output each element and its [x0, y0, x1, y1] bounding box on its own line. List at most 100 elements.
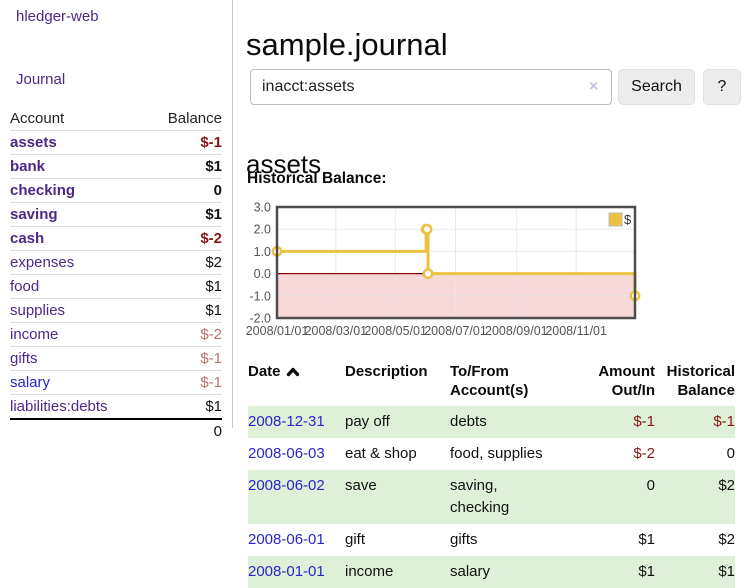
sort-ascending-icon	[286, 363, 300, 382]
transaction-accounts: food, supplies	[450, 445, 543, 462]
account-row: expenses $2	[10, 250, 222, 275]
account-balance: 0	[146, 178, 222, 203]
column-header-accounts: To/From Account(s)	[450, 360, 582, 406]
account-row: cash $-2	[10, 226, 222, 251]
account-link-checking[interactable]: checking	[10, 182, 76, 199]
account-link-assets[interactable]: assets	[10, 134, 57, 151]
transaction-balance: $-1	[713, 413, 735, 430]
account-link-saving[interactable]: saving	[10, 206, 58, 223]
app-brand-link[interactable]: hledger-web	[16, 8, 99, 25]
account-balance: $1	[146, 274, 222, 299]
transaction-accounts: debts	[450, 413, 487, 430]
transaction-accounts: gifts	[450, 531, 478, 548]
transaction-accounts: saving, checking	[450, 477, 510, 516]
account-balance: $1	[146, 394, 222, 419]
register-header-row: Date Description To/From Account(s) Amou…	[248, 360, 735, 406]
transaction-amount: $1	[638, 563, 655, 580]
account-link-supplies[interactable]: supplies	[10, 302, 66, 319]
transaction-description: eat & shop	[345, 445, 417, 462]
account-link-income[interactable]: income	[10, 326, 59, 343]
account-balance: $-1	[146, 370, 222, 395]
account-row: bank $1	[10, 154, 222, 179]
transaction-date-link[interactable]: 2008-01-01	[248, 563, 325, 580]
balance-header-line1: Historical	[666, 363, 735, 380]
amount-header-line1: Amount	[598, 363, 655, 380]
transaction-description: save	[345, 477, 377, 494]
accounts-header-line2: Account(s)	[450, 382, 529, 399]
accounts-header-row: Account Balance	[10, 107, 222, 131]
accounts-table: Account Balance assets $-1 bank $1 check…	[10, 107, 222, 443]
account-balance: $1	[146, 202, 222, 227]
svg-text:2008/09/01: 2008/09/01	[485, 324, 548, 338]
account-link-bank[interactable]: bank	[10, 158, 46, 175]
page-title: sample.journal	[246, 26, 448, 62]
transaction-date-link[interactable]: 2008-12-31	[248, 413, 325, 430]
account-balance: $1	[146, 298, 222, 323]
svg-text:2008/07/01: 2008/07/01	[424, 324, 487, 338]
column-header-amount: Amount Out/In	[582, 360, 655, 406]
register-row: 2008-06-01 gift gifts $1 $2	[248, 524, 735, 556]
column-header-date[interactable]: Date	[248, 360, 345, 406]
account-row: gifts $-1	[10, 346, 222, 371]
accounts-total-row: 0	[10, 418, 222, 443]
transaction-balance: $1	[718, 563, 735, 580]
register-row: 2008-06-02 save saving, checking 0 $2	[248, 470, 735, 524]
account-link-cash[interactable]: cash	[10, 230, 45, 247]
accounts-total-balance: 0	[146, 418, 222, 443]
account-balance: $2	[146, 250, 222, 275]
account-link-liabilities-debts[interactable]: liabilities:debts	[10, 398, 108, 415]
transaction-amount: $-2	[633, 445, 655, 462]
transaction-balance: 0	[726, 445, 735, 462]
chart-canvas: $3.0 2.0 1.0 0.0 -1.0 -2.02008/01/012008/03/0…	[246, 201, 641, 338]
clear-search-icon[interactable]: ×	[589, 78, 599, 95]
column-header-description: Description	[345, 363, 428, 380]
svg-text:-2.0: -2.0	[249, 312, 271, 326]
transaction-date-link[interactable]: 2008-06-02	[248, 477, 325, 494]
account-balance: $-2	[146, 322, 222, 347]
svg-text:2008/11/01: 2008/11/01	[545, 324, 607, 338]
account-link-expenses[interactable]: expenses	[10, 254, 75, 271]
svg-text:2008/03/01: 2008/03/01	[305, 324, 368, 338]
svg-text:-1.0: -1.0	[249, 289, 271, 303]
transaction-description: gift	[345, 531, 366, 548]
svg-text:2008/05/01: 2008/05/01	[364, 324, 427, 338]
account-row: income $-2	[10, 322, 222, 347]
register-row: 2008-06-03 eat & shop food, supplies $-2…	[248, 438, 735, 470]
transaction-accounts: salary	[450, 563, 491, 580]
date-header-label: Date	[248, 363, 281, 380]
svg-text:2008/01/01: 2008/01/01	[246, 324, 309, 338]
accounts-header-account: Account	[10, 110, 65, 127]
account-balance: $-1	[146, 346, 222, 371]
transaction-description: pay off	[345, 413, 390, 430]
column-header-balance: Historical Balance	[655, 360, 735, 406]
transaction-date-link[interactable]: 2008-06-01	[248, 531, 325, 548]
transaction-description: income	[345, 563, 394, 580]
register-row: 2008-12-31 pay off debts $-1 $-1	[248, 406, 735, 438]
account-balance: $-2	[146, 226, 222, 251]
transaction-balance: $2	[718, 531, 735, 548]
svg-text:3.0: 3.0	[254, 201, 271, 215]
account-row: checking 0	[10, 178, 222, 203]
historical-balance-chart: $3.0 2.0 1.0 0.0 -1.0 -2.0 2008/01/01 2008/03/0…	[245, 199, 742, 344]
amount-header-line2: Out/In	[611, 382, 655, 399]
transaction-amount: $1	[638, 531, 655, 548]
account-link-food[interactable]: food	[10, 278, 40, 295]
svg-text:$: $	[624, 212, 632, 227]
search-bar: × Search ?	[250, 69, 742, 105]
account-row: salary $-1	[10, 370, 222, 395]
svg-text:2.0: 2.0	[254, 223, 271, 237]
balance-header-line2: Balance	[677, 382, 735, 399]
accounts-header-line1: To/From	[450, 363, 509, 380]
sidebar-item-journal[interactable]: Journal	[16, 71, 66, 88]
transaction-amount: 0	[646, 477, 655, 494]
search-button[interactable]: Search	[618, 69, 695, 105]
search-input[interactable]	[250, 69, 612, 105]
help-button[interactable]: ?	[703, 69, 741, 105]
account-link-salary[interactable]: salary	[10, 374, 51, 391]
account-link-gifts[interactable]: gifts	[10, 350, 38, 367]
register-row: 2008-01-01 income salary $1 $1	[248, 556, 735, 588]
transaction-amount: $-1	[633, 413, 655, 430]
account-row: assets $-1	[10, 130, 222, 155]
sidebar-divider	[232, 0, 233, 428]
transaction-date-link[interactable]: 2008-06-03	[248, 445, 325, 462]
